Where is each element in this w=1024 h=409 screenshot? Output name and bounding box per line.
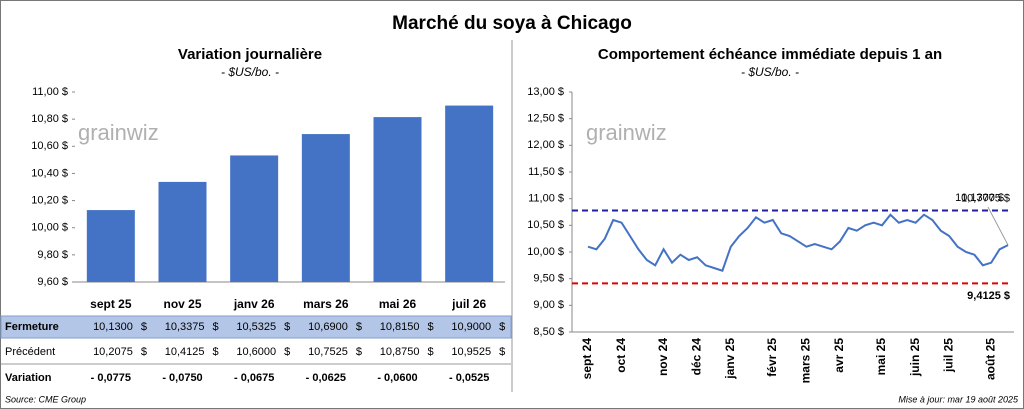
x-tick-label: juin 25 <box>908 338 922 377</box>
x-tick-label: janv 26 <box>233 297 275 311</box>
cell-unit: $ <box>284 346 290 358</box>
cell-unit: $ <box>428 346 434 358</box>
cell: 10,2075 <box>93 346 133 358</box>
row-label: Fermeture <box>5 321 59 333</box>
y-tick-label: 13,00 $ <box>527 86 564 98</box>
bar <box>86 210 135 282</box>
annotation: 10,1300 $ <box>955 192 1004 204</box>
x-tick-label: avr 25 <box>832 338 846 373</box>
cell: 10,8150 <box>380 321 420 333</box>
annotation-leader <box>987 206 1009 246</box>
y-tick-label: 9,80 $ <box>37 249 68 261</box>
y-tick-label: 12,00 $ <box>527 139 564 151</box>
watermark: grainwiz <box>586 120 667 145</box>
row-label: Précédent <box>5 346 55 358</box>
cell: - 0,0625 <box>306 372 346 384</box>
x-tick-label: juil 26 <box>451 297 486 311</box>
cell: 10,5325 <box>236 321 276 333</box>
x-tick-label: août 25 <box>983 338 997 380</box>
y-tick-label: 9,00 $ <box>533 299 564 311</box>
cell-unit: $ <box>284 321 290 333</box>
y-tick-label: 9,50 $ <box>533 273 564 285</box>
y-tick-label: 10,40 $ <box>31 167 68 179</box>
cell: - 0,0775 <box>91 372 131 384</box>
reference-label: 9,4125 $ <box>967 290 1010 302</box>
cell: - 0,0750 <box>162 372 202 384</box>
x-tick-label: janv 25 <box>723 338 737 380</box>
x-tick-label: déc 24 <box>689 338 703 376</box>
x-tick-label: sept 25 <box>90 297 132 311</box>
chart-title: Variation journalière <box>178 46 322 63</box>
x-tick-label: nov 24 <box>656 338 670 376</box>
x-tick-label: nov 25 <box>163 297 201 311</box>
y-tick-label: 10,20 $ <box>31 194 68 206</box>
chart-subtitle: - $US/bo. - <box>221 65 279 79</box>
x-tick-label: juil 25 <box>941 338 955 373</box>
x-tick-label: sept 24 <box>580 338 594 380</box>
cell: - 0,0600 <box>377 372 417 384</box>
cell: 10,3375 <box>165 321 205 333</box>
cell-unit: $ <box>428 321 434 333</box>
row-label: Variation <box>5 372 52 384</box>
y-tick-label: 11,00 $ <box>32 86 68 98</box>
chart-title: Comportement échéance immédiate depuis 1… <box>598 46 942 63</box>
bar <box>445 105 494 282</box>
bar <box>373 117 422 282</box>
y-tick-label: 11,00 $ <box>528 193 564 205</box>
x-tick-label: mai 26 <box>379 297 417 311</box>
table-highlight <box>0 315 512 339</box>
cell-unit: $ <box>213 321 219 333</box>
cell-unit: $ <box>141 346 147 358</box>
watermark: grainwiz <box>78 120 159 145</box>
cell: 10,8750 <box>380 346 420 358</box>
x-tick-label: mars 25 <box>799 338 813 384</box>
chart-subtitle: - $US/bo. - <box>741 65 799 79</box>
bar <box>230 155 279 282</box>
cell: 10,9000 <box>451 321 491 333</box>
cell-unit: $ <box>213 346 219 358</box>
y-tick-label: 8,50 $ <box>533 326 564 338</box>
bar <box>301 134 350 282</box>
y-tick-label: 10,80 $ <box>31 113 68 125</box>
cell-unit: $ <box>499 346 505 358</box>
cell: 10,6900 <box>308 321 348 333</box>
y-tick-label: 11,50 $ <box>528 166 564 178</box>
bar <box>158 181 207 282</box>
x-tick-label: févr 25 <box>765 338 779 377</box>
series-line <box>587 213 1009 272</box>
y-tick-label: 10,60 $ <box>31 140 68 152</box>
y-tick-label: 10,00 $ <box>527 246 564 258</box>
cell: 10,9525 <box>451 346 491 358</box>
cell-unit: $ <box>356 346 362 358</box>
cell: - 0,0675 <box>234 372 274 384</box>
x-tick-label: mai 25 <box>874 338 888 376</box>
y-tick-label: 12,50 $ <box>527 113 564 125</box>
x-tick-label: oct 24 <box>614 338 628 373</box>
cell: 10,6000 <box>236 346 276 358</box>
cell-unit: $ <box>499 321 505 333</box>
source: Source: CME Group <box>5 394 86 404</box>
cell-unit: $ <box>356 321 362 333</box>
y-tick-label: 9,60 $ <box>37 276 68 288</box>
y-tick-label: 10,00 $ <box>31 222 68 234</box>
cell: 10,1300 <box>93 321 133 333</box>
page-title: Marché du soya à Chicago <box>392 13 632 34</box>
y-tick-label: 10,50 $ <box>527 219 564 231</box>
cell: - 0,0525 <box>449 372 489 384</box>
cell: 10,7525 <box>308 346 348 358</box>
updated: Mise à jour: mar 19 août 2025 <box>898 394 1019 404</box>
cell-unit: $ <box>141 321 147 333</box>
cell: 10,4125 <box>165 346 205 358</box>
x-tick-label: mars 26 <box>303 297 349 311</box>
reference-label: 10,7775 $ <box>961 192 1010 204</box>
